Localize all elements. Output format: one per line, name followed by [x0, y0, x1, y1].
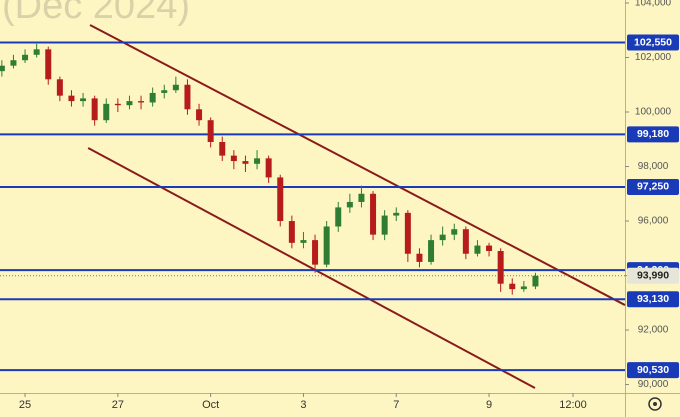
candle-body — [45, 49, 52, 80]
level-label: 99,180 — [637, 128, 669, 140]
candle-body — [404, 212, 411, 254]
candle-body — [254, 158, 261, 164]
y-tick-label: 96,000 — [638, 216, 669, 227]
candle-body — [439, 234, 446, 241]
candle-body — [300, 240, 307, 243]
y-tick-label: 102,000 — [635, 52, 672, 63]
candle-body — [184, 84, 191, 110]
candle-body — [416, 253, 423, 262]
candle-body — [312, 240, 319, 265]
x-tick-label: 7 — [393, 399, 399, 411]
x-tick-label: 3 — [300, 399, 306, 411]
level-label: 93,130 — [637, 293, 669, 305]
candle-body — [230, 155, 237, 162]
candle-body — [103, 103, 110, 121]
x-tick-label: 27 — [112, 399, 124, 411]
candle-body — [532, 275, 539, 287]
x-tick-label: 25 — [19, 399, 31, 411]
y-tick-label: 90,000 — [638, 379, 669, 390]
y-tick-label: 98,000 — [638, 161, 669, 172]
candle-body — [288, 221, 295, 243]
channel-line — [89, 24, 626, 306]
candle-body — [370, 193, 377, 235]
y-tick-label: 104,000 — [635, 0, 672, 9]
x-tick-label: Oct — [202, 399, 219, 411]
candle-body — [196, 109, 203, 121]
candle-body — [474, 245, 481, 254]
candle-body — [381, 215, 388, 235]
candle-body — [80, 98, 87, 102]
candle-body — [149, 92, 156, 103]
x-tick-label: 12:00 — [559, 399, 587, 411]
candle-body — [56, 79, 63, 96]
candle-body — [126, 101, 133, 106]
candle-body — [451, 229, 458, 235]
candle-body — [68, 95, 75, 102]
level-label: 90,530 — [637, 364, 669, 376]
candle-body — [91, 98, 98, 121]
current-price-label: 93,990 — [637, 270, 669, 282]
candle-body — [277, 177, 284, 222]
current-price-tag — [627, 267, 679, 284]
y-tick-label: 100,000 — [635, 107, 672, 118]
level-tag — [627, 34, 679, 51]
channel-line — [87, 147, 536, 389]
candle-body — [114, 103, 121, 106]
candle-body — [323, 226, 330, 265]
candle-body — [393, 212, 400, 216]
candle-body — [22, 54, 29, 61]
candle-body — [219, 141, 226, 156]
candle-body — [10, 60, 17, 66]
candle-body — [462, 229, 469, 254]
candle-body — [509, 283, 516, 290]
candle-body — [428, 240, 435, 262]
candle-body — [207, 120, 214, 142]
candle-body — [172, 84, 179, 91]
y-tick-label: 92,000 — [638, 325, 669, 336]
level-tag — [627, 126, 679, 143]
gear[interactable] — [648, 397, 662, 411]
candle-body — [33, 49, 40, 55]
level-label: 102,550 — [634, 36, 672, 48]
candle-body — [358, 193, 365, 202]
level-label: 97,250 — [637, 181, 669, 193]
x-tick-label: 9 — [486, 399, 492, 411]
candle-body — [497, 251, 504, 284]
watermark: (Dec 2024) — [2, 0, 190, 27]
candle-body — [161, 90, 168, 93]
candle-body — [242, 161, 249, 164]
level-tag — [627, 291, 679, 308]
settings-icon[interactable] — [648, 397, 662, 411]
candle-body — [335, 207, 342, 227]
level-tag — [627, 362, 679, 379]
candle-body — [265, 158, 272, 178]
candle-body — [138, 101, 145, 103]
level-tag — [627, 178, 679, 195]
candle-body — [0, 65, 5, 72]
candle-body — [486, 245, 493, 252]
gear-center[interactable] — [653, 402, 657, 406]
candle-body — [346, 201, 353, 208]
candle-body — [520, 286, 527, 290]
